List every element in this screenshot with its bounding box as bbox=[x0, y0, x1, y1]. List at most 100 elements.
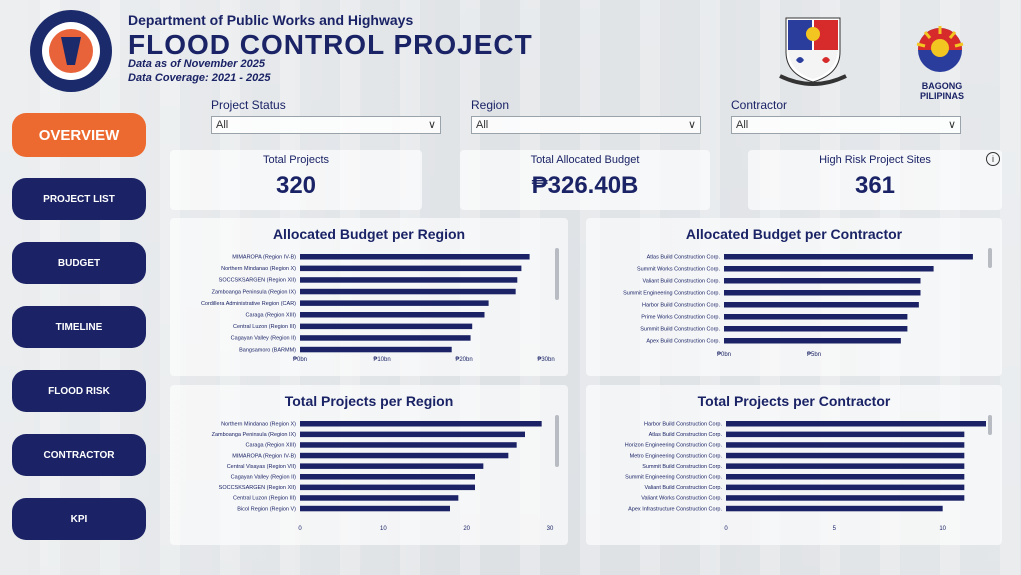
nav-timeline-button[interactable]: TIMELINE bbox=[12, 306, 146, 348]
bar[interactable] bbox=[724, 278, 921, 284]
chart-projects-per-region: Total Projects per Region Northern Minda… bbox=[170, 385, 568, 545]
philippine-seal-icon bbox=[779, 17, 847, 86]
bar[interactable] bbox=[300, 442, 517, 448]
bar[interactable] bbox=[726, 463, 965, 469]
bar[interactable] bbox=[300, 463, 484, 469]
bar[interactable] bbox=[300, 288, 516, 295]
bar[interactable] bbox=[726, 474, 965, 480]
project-status-dropdown[interactable]: All ∨ bbox=[211, 116, 441, 134]
tick-label: ₱0bn bbox=[717, 352, 731, 358]
category-label: MIMAROPA (Region IV-B) bbox=[232, 453, 296, 459]
nav-flood-risk-button[interactable]: FLOOD RISK bbox=[12, 370, 146, 412]
bar[interactable] bbox=[300, 474, 475, 480]
nav-overview-button[interactable]: OVERVIEW bbox=[12, 113, 146, 157]
chart-budget-per-contractor: Allocated Budget per Contractor Atlas Bu… bbox=[586, 218, 1002, 376]
category-label: Atlas Build Construction Corp. bbox=[649, 432, 723, 438]
bar[interactable] bbox=[726, 505, 943, 512]
data-coverage: Data Coverage: 2021 - 2025 bbox=[128, 72, 271, 84]
chart-title: Allocated Budget per Contractor bbox=[685, 226, 903, 242]
chevron-down-icon: ∨ bbox=[947, 119, 956, 131]
tick-label: 0 bbox=[298, 526, 302, 532]
chart-budget-per-region: Allocated Budget per Region MIMAROPA (Re… bbox=[170, 218, 568, 376]
category-label: Valiant Build Construction Corp. bbox=[642, 279, 720, 285]
kpi-value: ₱326.40B bbox=[531, 172, 639, 199]
scrollbar[interactable] bbox=[555, 248, 559, 300]
data-as-of: Data as of November 2025 bbox=[128, 58, 265, 70]
bar[interactable] bbox=[300, 346, 452, 353]
category-label: Metro Engineering Construction Corp. bbox=[630, 453, 723, 459]
bar[interactable] bbox=[300, 431, 525, 438]
bar[interactable] bbox=[724, 302, 919, 308]
tick-label: 0 bbox=[724, 526, 728, 532]
chevron-down-icon: ∨ bbox=[687, 119, 696, 131]
chart-title: Total Projects per Contractor bbox=[697, 393, 891, 409]
tick-label: 20 bbox=[463, 526, 470, 532]
bar[interactable] bbox=[300, 277, 518, 283]
bar[interactable] bbox=[726, 452, 965, 459]
bar[interactable] bbox=[300, 254, 530, 260]
bar[interactable] bbox=[300, 452, 509, 459]
category-label: Northern Mindanao (Region X) bbox=[221, 422, 296, 428]
bar[interactable] bbox=[724, 314, 908, 320]
category-label: Zamboanga Peninsula (Region IX) bbox=[212, 289, 297, 295]
bar[interactable] bbox=[300, 484, 475, 491]
bar[interactable] bbox=[726, 421, 986, 427]
kpi-high-risk-sites: High Risk Project Sites 361 i bbox=[748, 150, 1002, 210]
category-label: Harbor Build Construction Corp. bbox=[644, 422, 722, 428]
chart-svg: Northern Mindanao (Region X) Zamboanga Pe… bbox=[212, 421, 554, 532]
dropdown-value: All bbox=[736, 119, 749, 131]
bar[interactable] bbox=[724, 266, 934, 272]
bar[interactable] bbox=[726, 495, 965, 501]
kpi-label: High Risk Project Sites bbox=[819, 154, 931, 166]
chart-projects-per-contractor: Total Projects per Contractor Harbor Bui… bbox=[586, 385, 1002, 545]
nav-kpi-button[interactable]: KPI bbox=[12, 498, 146, 540]
bar[interactable] bbox=[300, 323, 473, 330]
bar[interactable] bbox=[724, 326, 908, 332]
nav-contractor-button[interactable]: CONTRACTOR bbox=[12, 434, 146, 476]
tick-label: ₱0bn bbox=[293, 357, 307, 363]
nav-budget-button[interactable]: BUDGET bbox=[12, 242, 146, 284]
bar[interactable] bbox=[300, 495, 459, 501]
scrollbar[interactable] bbox=[988, 415, 992, 435]
category-label: Central Visayas (Region VII) bbox=[227, 464, 296, 470]
kpi-total-budget: Total Allocated Budget ₱326.40B bbox=[460, 150, 710, 210]
filter-project-status: Project Status All ∨ bbox=[211, 98, 441, 134]
category-label: Valiant Build Construction Corp. bbox=[644, 485, 722, 491]
bar[interactable] bbox=[300, 505, 450, 512]
bar[interactable] bbox=[724, 254, 973, 260]
bar[interactable] bbox=[300, 421, 542, 427]
header: Department of Public Works and Highways … bbox=[0, 0, 1021, 101]
tick-label: 10 bbox=[939, 526, 946, 532]
scrollbar[interactable] bbox=[988, 248, 992, 268]
bar[interactable] bbox=[726, 431, 965, 438]
bar[interactable] bbox=[300, 312, 485, 318]
bar[interactable] bbox=[726, 484, 965, 491]
kpi-total-projects: Total Projects 320 bbox=[170, 150, 422, 210]
category-label: Prime Works Construction Corp. bbox=[641, 315, 720, 321]
bar[interactable] bbox=[724, 290, 921, 296]
category-label: Harbor Build Construction Corp. bbox=[642, 303, 720, 309]
tick-label: ₱10bn bbox=[373, 357, 390, 363]
nav-project-list-button[interactable]: PROJECT LIST bbox=[12, 178, 146, 220]
category-label: Apex Infrastructure Construction Corp. bbox=[628, 506, 722, 512]
info-icon[interactable]: i bbox=[986, 152, 1000, 166]
bar[interactable] bbox=[300, 335, 471, 341]
bar[interactable] bbox=[300, 300, 489, 306]
bar[interactable] bbox=[726, 442, 965, 448]
bagong-pilipinas-text: BAGONG PILIPINAS bbox=[919, 81, 964, 101]
tick-label: 10 bbox=[380, 526, 387, 532]
filter-label: Region bbox=[471, 98, 510, 112]
bar[interactable] bbox=[724, 338, 901, 344]
category-label: Valiant Works Construction Corp. bbox=[641, 496, 722, 502]
filter-label: Contractor bbox=[731, 98, 788, 112]
bar[interactable] bbox=[300, 265, 522, 272]
category-label: Central Luzon (Region III) bbox=[233, 496, 296, 502]
region-dropdown[interactable]: All ∨ bbox=[471, 116, 701, 134]
chevron-down-icon: ∨ bbox=[427, 119, 436, 131]
contractor-dropdown[interactable]: All ∨ bbox=[731, 116, 961, 134]
category-label: Caraga (Region XIII) bbox=[246, 443, 297, 449]
chart-title: Total Projects per Region bbox=[284, 393, 454, 409]
scrollbar[interactable] bbox=[555, 415, 559, 467]
category-label: Summit Works Construction Corp. bbox=[637, 267, 721, 273]
category-label: Apex Build Construction Corp. bbox=[646, 339, 720, 345]
